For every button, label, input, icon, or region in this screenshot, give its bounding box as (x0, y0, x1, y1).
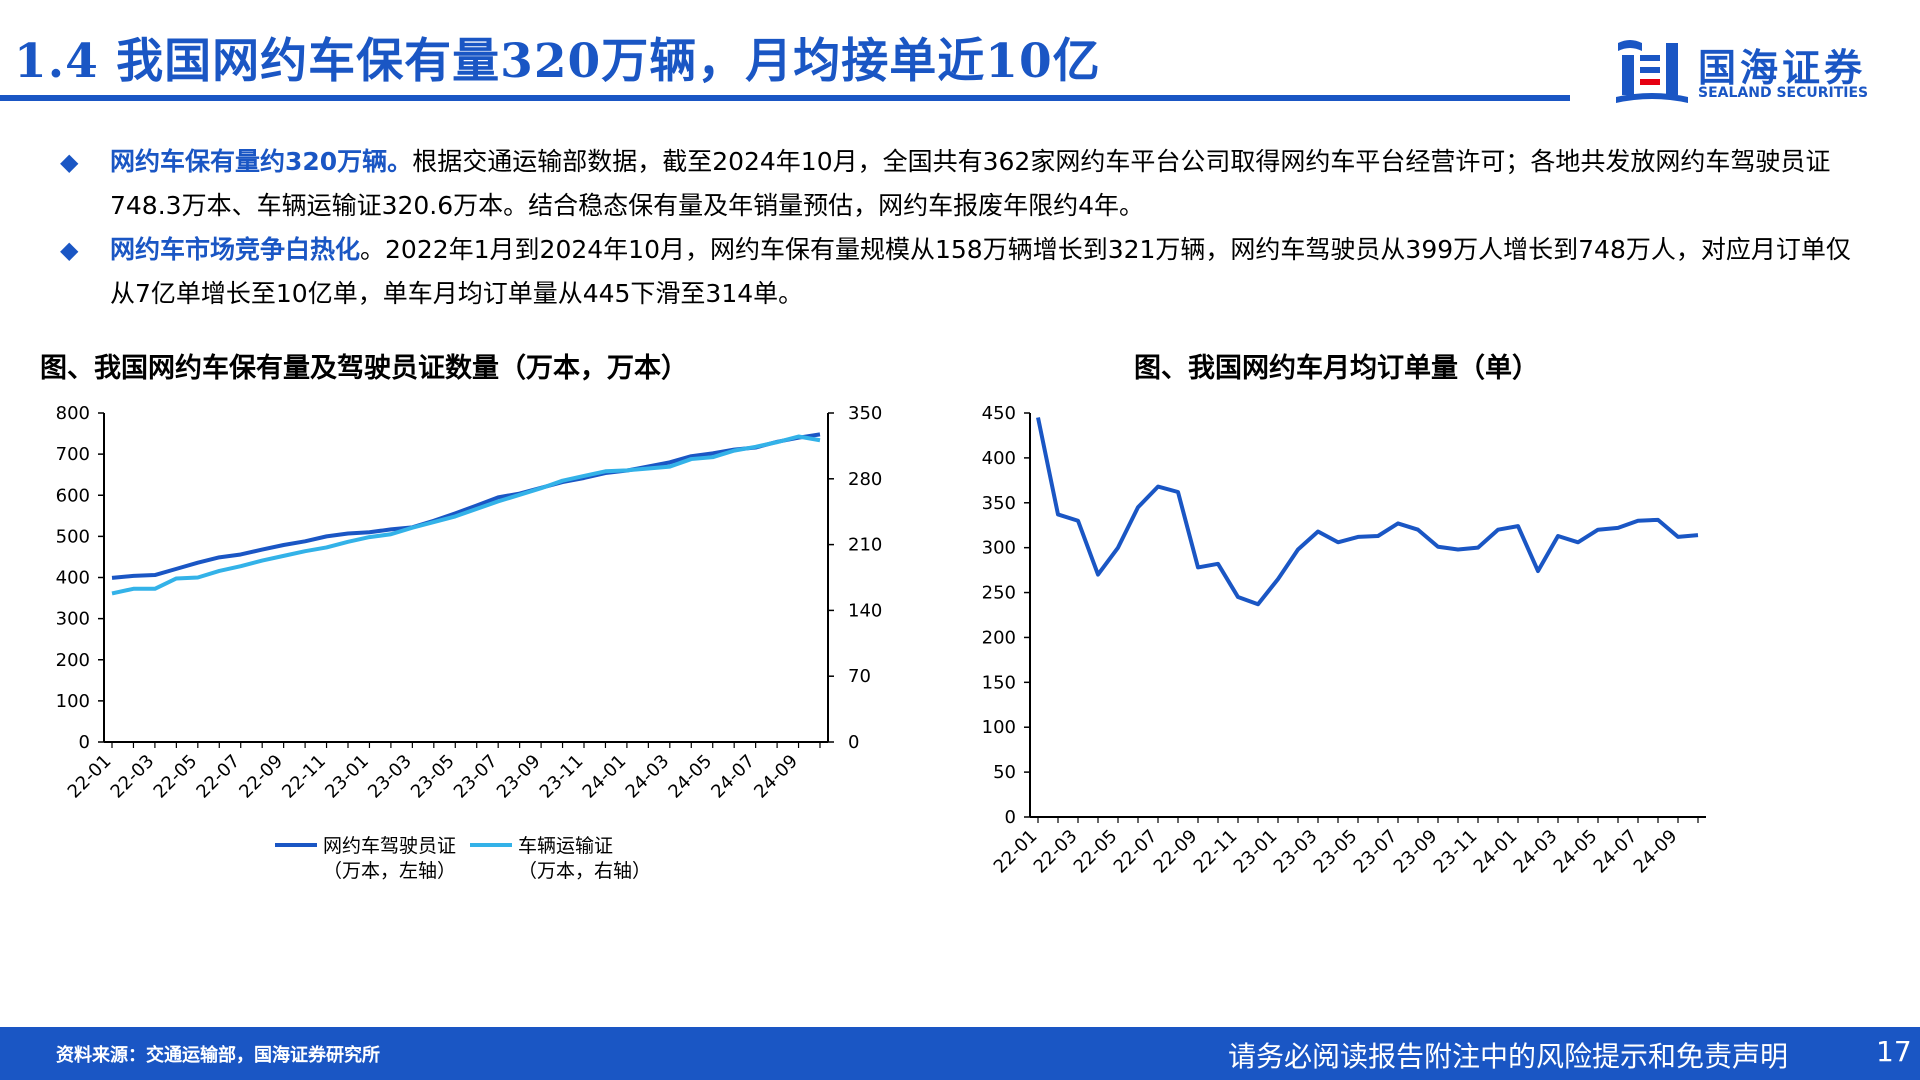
bullet-item: ◆ 网约车保有量约320万辆。根据交通运输部数据，截至2024年10月，全国共有… (60, 140, 1870, 228)
x-tick-label: 23-11 (536, 751, 588, 803)
x-tick-label: 22-07 (192, 751, 244, 803)
y-tick-label: 400 (982, 448, 1016, 469)
right-y-tick-label: 280 (848, 469, 882, 490)
x-tick-label: 22-01 (990, 826, 1042, 878)
brand-logo: 国海证券 SEALAND SECURITIES (1612, 35, 1908, 105)
x-tick-label: 23-01 (321, 751, 373, 803)
x-tick-label: 22-03 (107, 751, 159, 803)
bullet-highlight: 网约车保有量约320万辆。 (110, 147, 413, 176)
left-y-tick-label: 800 (56, 403, 90, 424)
x-tick-label: 23-05 (1310, 826, 1362, 878)
chart-vehicles-drivers: 0 100 200 300 400 500 600 700 800 0 70 140 210 280 350… (56, 403, 883, 882)
x-tick-label: 22-11 (1190, 826, 1242, 878)
disclaimer-link[interactable]: 请务必阅读报告附注中的风险提示和免责声明 (1228, 1040, 1789, 1073)
x-tick-label: 24-07 (1590, 826, 1642, 878)
source-note: 资料来源：交通运输部，国海证券研究所 (56, 1045, 380, 1066)
right-y-tick-label: 350 (848, 403, 882, 424)
x-tick-label: 24-03 (622, 751, 674, 803)
chart-monthly-orders: 05010015020025030035040045022-0122-0322-… (982, 403, 1706, 878)
left-y-tick-label: 700 (56, 444, 90, 465)
orders-line (1036, 417, 1699, 607)
series-line-0 (111, 432, 821, 580)
x-tick-label: 23-09 (1390, 826, 1442, 878)
right-y-tick-label: 140 (848, 600, 882, 621)
x-tick-label: 23-07 (450, 751, 502, 803)
x-tick-label: 23-05 (407, 751, 459, 803)
legend-sublabel: （万本，右轴） (518, 860, 651, 882)
x-tick-label: 24-03 (1510, 826, 1562, 878)
x-tick-label: 23-01 (1230, 826, 1282, 878)
bullet-item: ◆ 网约车市场竞争白热化。2022年1月到2024年10月，网约车保有量规模从1… (60, 228, 1870, 316)
right-y-tick-label: 0 (848, 732, 859, 753)
chart1-title: 图、我国网约车保有量及驾驶员证数量（万本，万本） (40, 353, 688, 384)
left-y-tick-label: 600 (56, 485, 90, 506)
page-title: 1.4 我国网约车保有量320万辆，月均接单近10亿 (14, 34, 1101, 89)
diamond-bullet-icon: ◆ (60, 148, 79, 176)
legend-label: 车辆运输证 (518, 835, 613, 857)
bullet-text: 根据交通运输部数据，截至2024年10月，全国共有362家网约车平台公司取得网约… (110, 147, 1831, 220)
y-tick-label: 150 (982, 672, 1016, 693)
left-y-tick-label: 0 (79, 732, 90, 753)
x-tick-label: 22-05 (150, 751, 202, 803)
x-tick-label: 22-05 (1070, 826, 1122, 878)
right-y-tick-label: 210 (848, 535, 882, 556)
x-tick-label: 24-05 (664, 751, 716, 803)
y-tick-label: 200 (982, 627, 1016, 648)
x-tick-label: 22-01 (64, 751, 116, 803)
x-tick-label: 23-09 (493, 751, 545, 803)
y-tick-label: 250 (982, 583, 1016, 604)
y-tick-label: 100 (982, 717, 1016, 738)
y-tick-label: 50 (993, 762, 1016, 783)
legend-sublabel: （万本，左轴） (323, 860, 456, 882)
x-tick-label: 23-03 (1270, 826, 1322, 878)
bullet-text: 。2022年1月到2024年10月，网约车保有量规模从158万辆增长到321万辆… (110, 235, 1851, 308)
x-tick-label: 22-11 (278, 751, 330, 803)
title-underline (0, 95, 1570, 101)
x-tick-label: 23-11 (1430, 826, 1482, 878)
left-y-tick-label: 300 (56, 609, 90, 630)
x-tick-label: 23-03 (364, 751, 416, 803)
bullet-highlight: 网约车市场竞争白热化 (110, 235, 361, 264)
chart2-title: 图、我国网约车月均订单量（单） (1134, 353, 1539, 384)
x-tick-label: 23-07 (1350, 826, 1402, 878)
y-tick-label: 300 (982, 538, 1016, 559)
x-tick-label: 24-01 (1470, 826, 1522, 878)
left-y-tick-label: 500 (56, 526, 90, 547)
logo-name-cn: 国海证券 (1698, 46, 1867, 90)
logo-name-en: SEALAND SECURITIES (1698, 85, 1869, 101)
diamond-bullet-icon: ◆ (60, 236, 79, 264)
sealand-logo-icon (1616, 40, 1688, 103)
left-y-tick-label: 400 (56, 568, 90, 589)
summary-bullets: ◆ 网约车保有量约320万辆。根据交通运输部数据，截至2024年10月，全国共有… (60, 140, 1870, 316)
x-tick-label: 24-01 (579, 751, 631, 803)
x-tick-label: 22-09 (1150, 826, 1202, 878)
x-tick-label: 22-09 (235, 751, 287, 803)
y-tick-label: 0 (1005, 807, 1016, 828)
legend-label: 网约车驾驶员证 (323, 835, 456, 857)
y-tick-label: 350 (982, 493, 1016, 514)
x-tick-label: 24-07 (707, 751, 759, 803)
footer-bar: 资料来源：交通运输部，国海证券研究所 请务必阅读报告附注中的风险提示和免责声明 … (0, 1027, 1920, 1080)
x-tick-label: 22-07 (1110, 826, 1162, 878)
x-tick-label: 24-09 (1630, 826, 1682, 878)
left-y-tick-label: 100 (56, 691, 90, 712)
right-y-tick-label: 70 (848, 666, 871, 687)
left-y-tick-label: 200 (56, 650, 90, 671)
page-number: 17 (1876, 1035, 1912, 1068)
x-tick-label: 22-03 (1030, 826, 1082, 878)
x-tick-label: 24-05 (1550, 826, 1602, 878)
x-tick-label: 24-09 (750, 751, 802, 803)
series-line-1 (111, 434, 821, 596)
y-tick-label: 450 (982, 403, 1016, 424)
